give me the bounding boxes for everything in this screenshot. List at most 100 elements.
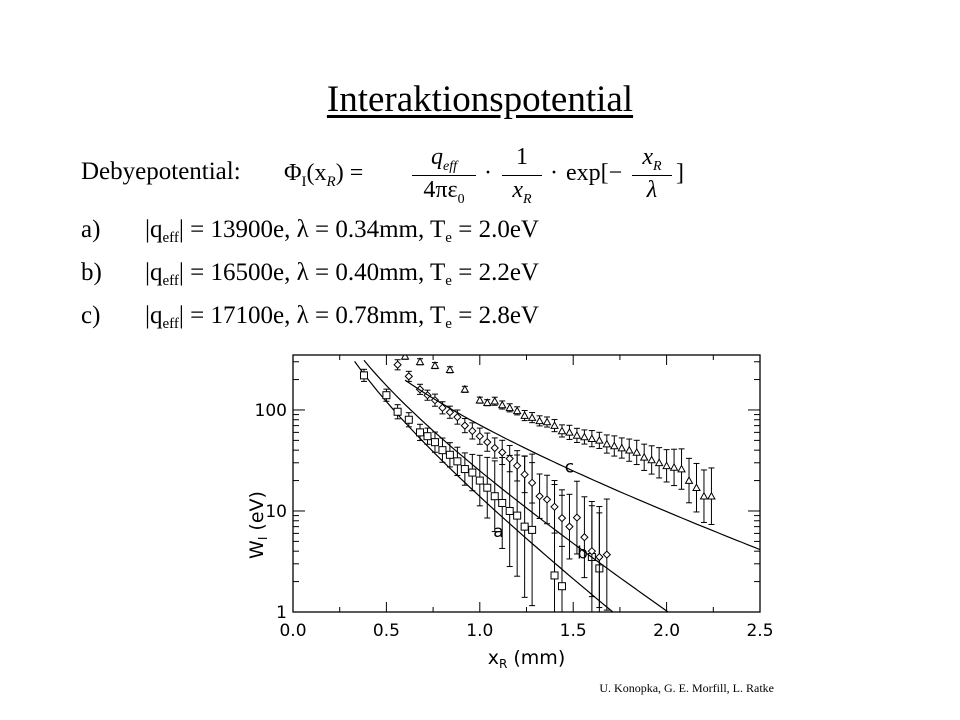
data-point: [468, 426, 477, 436]
fit-curve-c: [404, 379, 760, 551]
data-point: [550, 571, 559, 580]
formula-dot-1: ·: [484, 160, 492, 186]
data-point: [542, 495, 552, 504]
formula-lhs: ΦI(xR) =: [284, 160, 364, 190]
formula-close-bracket: ]: [676, 160, 684, 186]
data-point: [602, 439, 612, 448]
data-point: [520, 522, 529, 531]
param-label: b): [81, 259, 102, 286]
data-point: [393, 407, 402, 416]
formula-fraction-charge: qeff 4πε0: [412, 144, 476, 207]
data-point: [595, 552, 604, 562]
data-point: [639, 452, 649, 461]
data-point: [632, 447, 642, 456]
data-point: [550, 421, 559, 429]
x-tick-label: 1.5: [560, 621, 587, 641]
data-point: [430, 361, 440, 369]
data-point: [669, 462, 679, 471]
data-point: [438, 403, 447, 413]
y-axis-label: WI (eV): [246, 491, 270, 559]
data-point: [557, 513, 567, 523]
x-axis-label: xR (mm): [488, 647, 565, 670]
data-point: [453, 412, 462, 422]
data-point: [595, 435, 604, 444]
data-point: [382, 391, 391, 400]
data-point: [624, 445, 634, 454]
data-point: [359, 371, 368, 380]
data-point: [647, 455, 657, 464]
axis-ticks: 0.0 0.5 1.0 1.5 2.0 2.5 1 10 100: [255, 355, 774, 641]
data-point: [520, 411, 529, 419]
data-point: [490, 492, 499, 501]
data-point: [692, 483, 701, 492]
y-tick-label: 1: [276, 603, 287, 623]
data-point: [505, 506, 514, 515]
data-point: [460, 465, 469, 474]
data-layer: [354, 355, 760, 612]
data-point: [445, 450, 454, 459]
data-point: [513, 511, 522, 520]
data-point: [393, 360, 402, 369]
series-label-c: c: [565, 458, 574, 478]
x-tick-label: 0.0: [279, 621, 306, 641]
x-tick-label: 2.5: [746, 621, 773, 641]
data-point: [557, 426, 567, 435]
debye-label: Debyepotential:: [81, 158, 241, 185]
data-point: [587, 434, 597, 442]
data-point: [707, 491, 716, 500]
data-point: [445, 408, 455, 417]
data-point: [565, 427, 574, 436]
data-point: [572, 430, 582, 439]
debye-row: Debyepotential: ΦI(xR) = qeff 4πε0 · 1 x…: [81, 144, 721, 207]
param-text: |qeff| = 16500e, λ = 0.40mm, Te = 2.2eV: [145, 259, 539, 289]
data-point: [416, 428, 425, 437]
data-point: [528, 525, 537, 534]
fit-curve-b: [363, 359, 670, 612]
data-point: [415, 357, 425, 366]
data-point: [527, 413, 537, 421]
data-point: [572, 513, 582, 522]
data-point: [460, 384, 470, 393]
data-point: [483, 437, 492, 447]
series-b: [363, 359, 670, 612]
data-point: [475, 476, 484, 485]
x-tick-label: 2.0: [653, 621, 680, 641]
data-point: [498, 448, 507, 457]
plot-area: 0.0 0.5 1.0 1.5 2.0 2.5 1 10 100 a b c xR (mm): [255, 354, 774, 670]
formula-exp: exp[−: [566, 160, 623, 186]
data-point: [580, 533, 589, 542]
data-point: [699, 491, 709, 500]
formula-fraction-distance: 1 xR: [502, 144, 542, 207]
data-point: [430, 438, 439, 447]
data-point: [460, 421, 470, 430]
data-point: [400, 355, 410, 360]
data-point: [423, 432, 432, 441]
data-point: [602, 550, 612, 559]
data-point: [684, 476, 694, 484]
param-text: |qeff| = 17100e, λ = 0.78mm, Te = 2.8eV: [145, 302, 539, 332]
data-point: [527, 478, 537, 488]
data-point: [475, 431, 485, 441]
data-point: [468, 468, 477, 477]
data-point: [490, 396, 500, 405]
data-point: [609, 441, 619, 450]
data-point: [557, 582, 566, 591]
series-label-b: b: [577, 543, 588, 563]
data-point: [453, 457, 462, 466]
data-point: [535, 492, 544, 501]
data-point: [617, 443, 627, 452]
formula-dot-2: ·: [550, 160, 558, 186]
data-point: [535, 416, 544, 425]
data-point: [490, 443, 499, 453]
data-point: [550, 502, 559, 512]
data-point: [438, 446, 447, 455]
plot-frame: [292, 354, 761, 613]
y-tick-label: 10: [265, 502, 287, 522]
x-tick-label: 1.0: [466, 621, 493, 641]
data-point: [580, 432, 589, 441]
data-point: [587, 546, 597, 556]
formula-fraction-ratio: xR λ: [632, 144, 672, 206]
data-point: [483, 483, 492, 492]
fit-curve-a: [354, 361, 614, 612]
data-point: [520, 470, 529, 479]
